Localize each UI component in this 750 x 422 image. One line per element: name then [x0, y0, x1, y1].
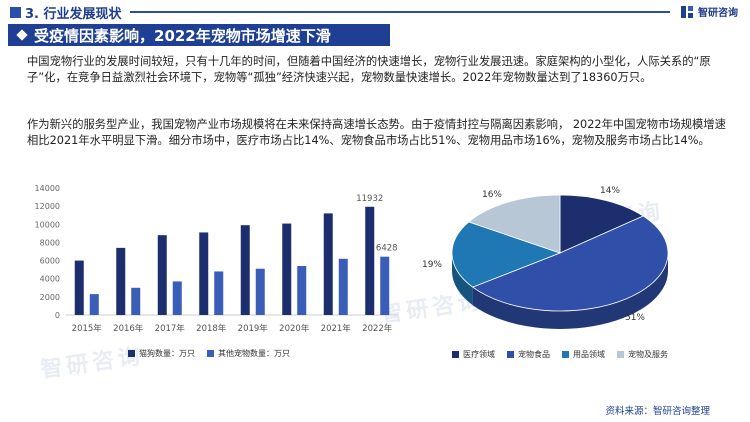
pie-chart-legend: 医疗领域 宠物食品 用品领域 宠物及服务: [452, 349, 668, 360]
pie-slice-label: 51%: [625, 313, 645, 323]
y-tick-label: 10000: [35, 220, 60, 229]
y-tick-label: 8000: [40, 238, 60, 247]
legend-item: 用品领域: [562, 349, 605, 360]
pie-slice-side: [472, 253, 668, 329]
bar-pets-catdog: [240, 225, 250, 315]
legend-label: 宠物食品: [518, 350, 550, 359]
data-label: 11932: [356, 194, 383, 204]
x-tick-label: 2020年: [279, 323, 310, 334]
bar-pets-other: [297, 266, 307, 315]
x-tick-label: 2017年: [155, 323, 186, 334]
bar-pets-other: [214, 271, 224, 315]
x-tick-label: 2016年: [113, 323, 144, 334]
top-bar: 3. 行业发展现状 智研咨询: [0, 0, 750, 22]
legend-item: 其他宠物数量：万只: [207, 348, 290, 359]
bar-pets-other: [89, 294, 99, 315]
pie-slice: [468, 194, 561, 254]
legend-swatch: [507, 351, 514, 358]
data-label: 6428: [376, 244, 398, 254]
divider: [130, 11, 670, 13]
bar-pets-catdog: [157, 235, 167, 315]
pie-slice: [471, 215, 669, 312]
y-tick-label: 14000: [35, 184, 60, 193]
legend-label: 用品领域: [573, 350, 605, 359]
pie-slice-side: [452, 253, 473, 306]
legend-item: 猫狗数量：万只: [128, 348, 195, 359]
legend-item: 医疗领域: [452, 349, 495, 360]
legend-swatch: [128, 350, 135, 357]
source-note: 资料来源：智研咨询整理: [605, 406, 710, 417]
bar-pets-catdog: [74, 260, 84, 315]
diamond-icon: [16, 29, 28, 41]
paragraph-1: 中国宠物行业的发展时间较短，只有十几年的时间，但随着中国经济的快速增长，宠物行业…: [27, 55, 711, 84]
brand-logo: 智研咨询: [680, 4, 738, 19]
legend-swatch: [562, 351, 569, 358]
legend-item: 宠物及服务: [617, 349, 668, 360]
bar-pets-catdog: [365, 206, 375, 315]
legend-label: 猫狗数量：万只: [139, 349, 195, 358]
x-tick-label: 2022年: [362, 323, 393, 334]
square-icon: [10, 7, 21, 18]
y-tick-label: 6000: [40, 257, 60, 266]
y-tick-label: 2000: [40, 293, 60, 302]
bar-pets-catdog: [116, 247, 126, 315]
legend-item: 宠物食品: [507, 349, 550, 360]
y-tick-label: 4000: [40, 275, 60, 284]
x-tick-label: 2019年: [238, 323, 269, 334]
pie-slice: [559, 194, 645, 254]
y-tick-label: 12000: [35, 202, 60, 211]
legend-label: 医疗领域: [463, 350, 495, 359]
bar-pets-other: [255, 268, 265, 315]
section-title-text: 3. 行业发展现状: [25, 7, 122, 22]
legend-swatch: [207, 350, 214, 357]
pie-chart: 14% 51% 19% 16%: [422, 186, 669, 329]
bar-pets-catdog: [323, 213, 333, 315]
pie-slice-label: 19%: [422, 260, 442, 270]
logo-text: 智研咨询: [698, 8, 738, 19]
pie-slice-label: 14%: [600, 186, 620, 196]
page-title: 受疫情因素影响，2022年宠物市场增速下滑: [34, 26, 331, 45]
x-tick-label: 2015年: [72, 323, 103, 334]
legend-label: 其他宠物数量：万只: [218, 349, 290, 358]
paragraph-2: 作为新兴的服务型产业，我国宠物产业市场规模将在未来保持高速增长态势。由于疫情封控…: [27, 118, 726, 147]
legend-label: 宠物及服务: [628, 350, 668, 359]
bar-pets-other: [131, 287, 141, 315]
bar-chart-legend: 猫狗数量：万只 其他宠物数量：万只: [128, 348, 290, 359]
bar-pets-other: [172, 281, 182, 315]
x-tick-label: 2021年: [321, 323, 352, 334]
bar-pets-catdog: [199, 232, 209, 315]
bar-pets-catdog: [282, 223, 292, 315]
page-title-banner: 受疫情因素影响，2022年宠物市场增速下滑: [8, 24, 390, 46]
section-title: 3. 行业发展现状: [10, 3, 122, 22]
pie-slice: [451, 221, 562, 288]
logo-icon: [681, 5, 693, 18]
legend-swatch: [452, 351, 459, 358]
bar-pets-other: [338, 258, 348, 315]
x-tick-label: 2018年: [196, 323, 227, 334]
y-tick-label: 0: [55, 311, 60, 320]
legend-swatch: [617, 351, 624, 358]
bar-chart: 0 2000 4000 6000 8000 10000 12000 14000 2015年 201…: [35, 184, 398, 334]
pie-slice-label: 16%: [482, 190, 502, 200]
bar-pets-other: [380, 256, 390, 315]
